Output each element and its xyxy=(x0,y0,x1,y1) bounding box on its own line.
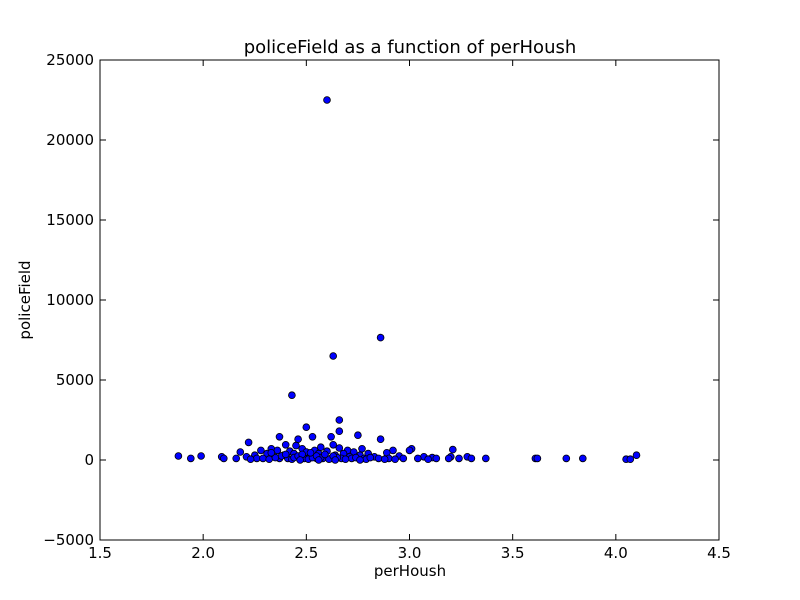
data-point xyxy=(296,456,304,464)
y-tick-label: 0 xyxy=(84,451,94,469)
data-point xyxy=(358,444,366,453)
x-tick-label: 2.5 xyxy=(294,544,318,562)
data-point xyxy=(335,444,344,452)
data-point xyxy=(187,454,195,463)
x-tick-label: 2.0 xyxy=(191,544,215,562)
plot-frame xyxy=(99,59,720,541)
data-point xyxy=(331,456,340,464)
data-point xyxy=(244,438,253,447)
data-point xyxy=(335,416,344,424)
data-point xyxy=(323,96,331,104)
axis-ticks: 1.5 2.0 2.5 3.0 3.5 4.0 4.5 −5000 0 5000 10000 1500… xyxy=(43,51,731,562)
data-point xyxy=(316,443,325,452)
data-point xyxy=(432,454,441,463)
data-point xyxy=(626,455,635,464)
data-point xyxy=(281,450,290,459)
data-point xyxy=(329,440,338,449)
data-point xyxy=(236,448,245,456)
data-points xyxy=(174,96,641,464)
data-point xyxy=(252,454,261,463)
data-point xyxy=(444,454,453,463)
data-point xyxy=(632,451,641,460)
data-point xyxy=(356,456,364,464)
data-point xyxy=(257,446,265,455)
data-point xyxy=(288,391,296,400)
data-point xyxy=(405,446,414,455)
data-point xyxy=(391,455,399,464)
data-point xyxy=(275,432,284,441)
y-tick-label: 15000 xyxy=(46,211,94,229)
data-point xyxy=(374,454,383,463)
data-point xyxy=(220,454,228,463)
y-tick-label: 25000 xyxy=(46,51,94,69)
data-point xyxy=(366,453,375,462)
data-point xyxy=(329,352,338,360)
data-point xyxy=(259,454,267,463)
data-point xyxy=(281,440,290,449)
data-point xyxy=(455,454,463,463)
data-point xyxy=(376,435,385,444)
data-point xyxy=(335,427,344,436)
y-tick-label: −5000 xyxy=(43,531,94,549)
x-tick-label: 1.5 xyxy=(88,544,112,562)
data-point xyxy=(294,435,302,444)
chart-title: policeField as a function of perHoush xyxy=(244,37,577,58)
data-point xyxy=(533,454,542,463)
data-point xyxy=(467,454,476,463)
y-axis-label: policeField xyxy=(16,260,34,339)
y-tick-label: 20000 xyxy=(46,131,94,149)
data-point xyxy=(481,454,490,463)
x-tick-label: 4.5 xyxy=(707,544,731,562)
data-point xyxy=(314,456,323,464)
data-point xyxy=(376,333,385,342)
data-point xyxy=(174,452,183,460)
data-point xyxy=(380,455,389,464)
data-point xyxy=(399,454,408,463)
x-tick-label: 3.0 xyxy=(398,544,422,562)
data-point xyxy=(448,445,457,454)
data-point xyxy=(424,455,432,464)
data-point xyxy=(265,455,274,464)
data-point xyxy=(389,446,397,455)
data-point xyxy=(354,431,362,440)
data-point xyxy=(308,432,317,441)
data-point xyxy=(413,454,422,463)
data-point xyxy=(246,455,255,464)
data-point xyxy=(232,454,241,463)
x-tick-label: 4.0 xyxy=(604,544,628,562)
data-point xyxy=(327,432,335,441)
x-axis-label: perHoush xyxy=(374,562,446,580)
data-point xyxy=(321,450,329,459)
data-point xyxy=(562,454,571,463)
x-tick-label: 3.5 xyxy=(501,544,525,562)
data-point xyxy=(578,454,587,463)
data-point xyxy=(341,455,350,464)
y-tick-label: 10000 xyxy=(46,291,94,309)
y-tick-label: 5000 xyxy=(56,371,94,389)
data-point xyxy=(302,423,311,432)
data-point xyxy=(306,448,315,457)
data-point xyxy=(267,448,276,457)
data-point xyxy=(197,452,205,460)
data-point xyxy=(292,441,300,450)
